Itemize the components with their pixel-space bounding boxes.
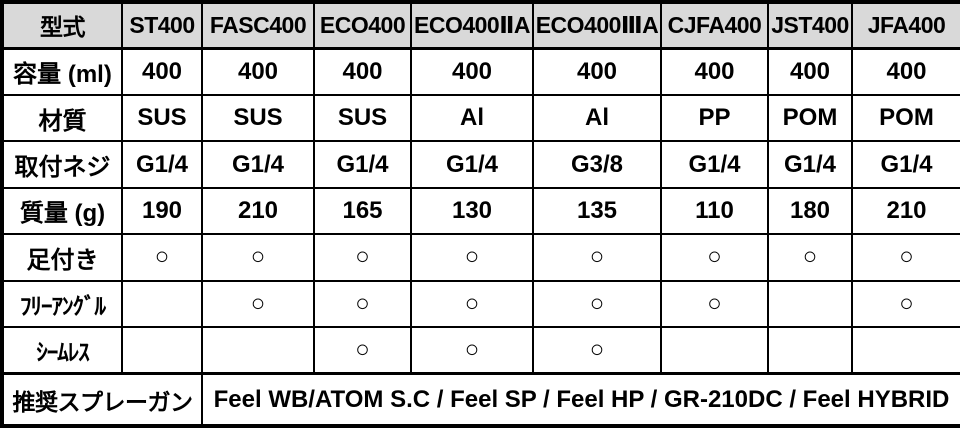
- row-material: 材質 SUS SUS SUS Al Al PP POM POM: [1, 93, 960, 143]
- cell-value: G1/4: [660, 140, 769, 189]
- row-label-weight: 質量 (g): [1, 186, 123, 236]
- cell-value: SUS: [121, 93, 203, 143]
- circle-mark: ○: [851, 279, 960, 329]
- cell-value: 180: [767, 186, 853, 236]
- row-label-seamless: ｼｰﾑﾚｽ: [1, 326, 123, 375]
- circle-mark: [851, 326, 960, 375]
- cell-value: G1/4: [201, 140, 315, 189]
- circle-mark: ○: [410, 233, 534, 282]
- cell-value: 190: [121, 186, 203, 236]
- cell-value: 400: [121, 47, 203, 96]
- row-label-material: 材質: [1, 93, 123, 143]
- circle-mark: ○: [410, 279, 534, 329]
- cell-value: 400: [532, 47, 662, 96]
- recommended-spray-gun-value: Feel WB/ATOM S.C / Feel SP / Feel HP / G…: [201, 372, 960, 427]
- cell-value: Al: [532, 93, 662, 143]
- cell-value: Al: [410, 93, 534, 143]
- column-header-jfa400: JFA400: [851, 0, 960, 50]
- circle-mark: ○: [851, 233, 960, 282]
- cell-value: 135: [532, 186, 662, 236]
- circle-mark: ○: [121, 233, 203, 282]
- cell-value: SUS: [313, 93, 412, 143]
- circle-mark: [201, 326, 315, 375]
- row-capacity: 容量 (ml) 400 400 400 400 400 400 400 400: [1, 47, 960, 96]
- header-label-model: 型式: [1, 0, 123, 50]
- row-label-mounting-thread: 取付ネジ: [1, 140, 123, 189]
- row-recommended-spray-gun: 推奨スプレーガン Feel WB/ATOM S.C / Feel SP / Fe…: [1, 372, 960, 427]
- cell-value: G1/4: [313, 140, 412, 189]
- cell-value: G1/4: [767, 140, 853, 189]
- cell-value: G1/4: [851, 140, 960, 189]
- circle-mark: ○: [660, 279, 769, 329]
- column-header-eco400-2a: ECO400ⅡA: [410, 0, 534, 50]
- circle-mark: [767, 279, 853, 329]
- row-label-recommended-spray-gun: 推奨スプレーガン: [1, 372, 203, 427]
- row-label-free-angle: ﾌﾘｰｱﾝｸﾞﾙ: [1, 279, 123, 329]
- cell-value: SUS: [201, 93, 315, 143]
- header-row: 型式 ST400 FASC400 ECO400 ECO400ⅡA ECO400Ⅲ…: [1, 0, 960, 50]
- row-mounting-thread: 取付ネジ G1/4 G1/4 G1/4 G1/4 G3/8 G1/4 G1/4 …: [1, 140, 960, 189]
- row-label-with-feet: 足付き: [1, 233, 123, 282]
- circle-mark: ○: [532, 233, 662, 282]
- row-label-capacity: 容量 (ml): [1, 47, 123, 96]
- column-header-fasc400: FASC400: [201, 0, 315, 50]
- circle-mark: [767, 326, 853, 375]
- cell-value: 210: [201, 186, 315, 236]
- cell-value: 400: [410, 47, 534, 96]
- cell-value: 110: [660, 186, 769, 236]
- cell-value: 130: [410, 186, 534, 236]
- column-header-cjfa400: CJFA400: [660, 0, 769, 50]
- cell-value: 400: [851, 47, 960, 96]
- circle-mark: ○: [660, 233, 769, 282]
- cell-value: 165: [313, 186, 412, 236]
- circle-mark: [121, 279, 203, 329]
- cell-value: POM: [767, 93, 853, 143]
- cell-value: G1/4: [121, 140, 203, 189]
- row-free-angle: ﾌﾘｰｱﾝｸﾞﾙ ○ ○ ○ ○ ○ ○: [1, 279, 960, 329]
- column-header-eco400: ECO400: [313, 0, 412, 50]
- circle-mark: ○: [313, 279, 412, 329]
- circle-mark: ○: [767, 233, 853, 282]
- column-header-jst400: JST400: [767, 0, 853, 50]
- row-weight: 質量 (g) 190 210 165 130 135 110 180 210: [1, 186, 960, 236]
- circle-mark: ○: [313, 233, 412, 282]
- row-seamless: ｼｰﾑﾚｽ ○ ○ ○: [1, 326, 960, 375]
- cell-value: 400: [660, 47, 769, 96]
- column-header-st400: ST400: [121, 0, 203, 50]
- circle-mark: ○: [532, 279, 662, 329]
- circle-mark: ○: [201, 233, 315, 282]
- circle-mark: ○: [532, 326, 662, 375]
- row-with-feet: 足付き ○ ○ ○ ○ ○ ○ ○ ○: [1, 233, 960, 282]
- circle-mark: [121, 326, 203, 375]
- cell-value: 400: [767, 47, 853, 96]
- circle-mark: ○: [410, 326, 534, 375]
- circle-mark: ○: [313, 326, 412, 375]
- circle-mark: [660, 326, 769, 375]
- cell-value: 210: [851, 186, 960, 236]
- cell-value: PP: [660, 93, 769, 143]
- cell-value: 400: [313, 47, 412, 96]
- cell-value: G1/4: [410, 140, 534, 189]
- cell-value: POM: [851, 93, 960, 143]
- cell-value: 400: [201, 47, 315, 96]
- circle-mark: ○: [201, 279, 315, 329]
- cell-value: G3/8: [532, 140, 662, 189]
- column-header-eco400-3a: ECO400ⅢA: [532, 0, 662, 50]
